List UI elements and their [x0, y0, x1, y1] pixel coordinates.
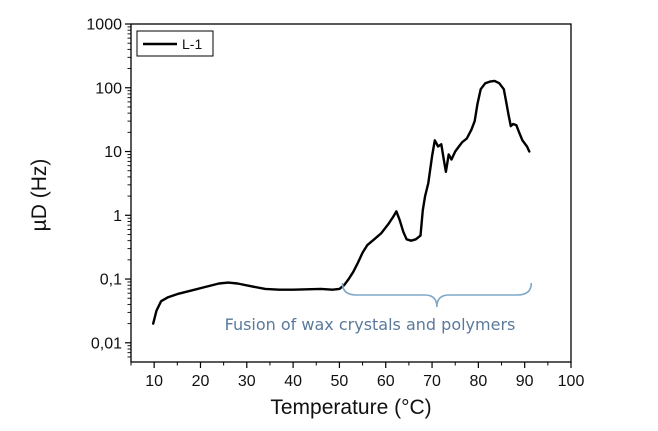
y-axis-title: µD (Hz) — [28, 159, 51, 232]
x-tick-label: 50 — [331, 373, 349, 390]
x-tick-label: 40 — [284, 373, 302, 390]
x-tick-label: 30 — [238, 373, 256, 390]
x-tick-label: 100 — [558, 373, 585, 390]
y-tick-label: 1000 — [86, 17, 122, 34]
legend: L-1 — [136, 30, 214, 57]
y-tick-label: 10 — [104, 144, 122, 161]
x-tick-label: 60 — [377, 373, 395, 390]
y-tick-label: 0,01 — [91, 335, 122, 352]
x-axis: 10 20 30 40 50 60 70 80 90 100 — [130, 362, 585, 390]
y-tick-label: 1 — [113, 208, 122, 225]
y-axis: 0,01 0,1 1 10 100 1000 — [86, 17, 131, 358]
x-tick-label: 70 — [423, 373, 441, 390]
series-line — [152, 79, 531, 325]
legend-label: L-1 — [182, 36, 202, 52]
x-tick-label: 90 — [516, 373, 534, 390]
y-tick-label: 100 — [95, 80, 122, 97]
x-tick-label: 20 — [192, 373, 210, 390]
x-tick-label: 10 — [145, 373, 163, 390]
series-layer — [152, 79, 531, 325]
x-tick-label: 80 — [469, 373, 487, 390]
annotation-label: Fusion of wax crystals and polymers — [225, 315, 516, 334]
plot-area — [130, 23, 572, 363]
annotation-brace — [341, 282, 533, 308]
x-axis-title: Temperature (°C) — [270, 396, 431, 419]
annotation-layer: Fusion of wax crystals and polymers — [225, 282, 533, 334]
y-tick-label: 0,1 — [100, 272, 122, 289]
plot-frame — [130, 23, 572, 363]
